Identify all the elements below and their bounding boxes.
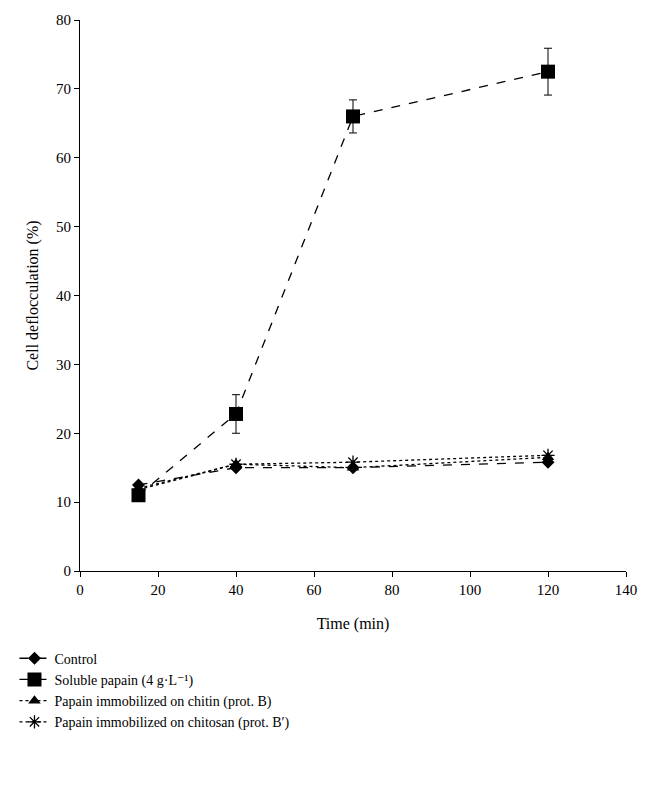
svg-text:50: 50 [56, 219, 71, 235]
svg-text:30: 30 [56, 357, 71, 373]
svg-text:Papain immobilized on chitosan: Papain immobilized on chitosan (prot. B′… [54, 715, 289, 731]
svg-text:40: 40 [229, 582, 244, 598]
svg-text:120: 120 [537, 582, 560, 598]
svg-text:0: 0 [76, 582, 84, 598]
svg-text:20: 20 [56, 426, 71, 442]
svg-text:80: 80 [56, 12, 71, 28]
svg-text:Cell deflocculation (%): Cell deflocculation (%) [24, 220, 42, 370]
svg-text:60: 60 [307, 582, 322, 598]
svg-text:10: 10 [56, 494, 71, 510]
svg-text:70: 70 [56, 81, 71, 97]
svg-text:Soluble papain (4 g·L⁻¹): Soluble papain (4 g·L⁻¹) [54, 673, 193, 689]
svg-text:Time (min): Time (min) [317, 615, 390, 633]
svg-text:Papain immobilized on chitin (: Papain immobilized on chitin (prot. B) [54, 694, 271, 710]
svg-text:100: 100 [459, 582, 482, 598]
svg-text:20: 20 [151, 582, 166, 598]
svg-text:80: 80 [385, 582, 400, 598]
svg-text:60: 60 [56, 150, 71, 166]
svg-text:0: 0 [64, 563, 72, 579]
svg-text:140: 140 [615, 582, 638, 598]
svg-text:Control: Control [54, 652, 97, 667]
svg-text:40: 40 [56, 288, 71, 304]
